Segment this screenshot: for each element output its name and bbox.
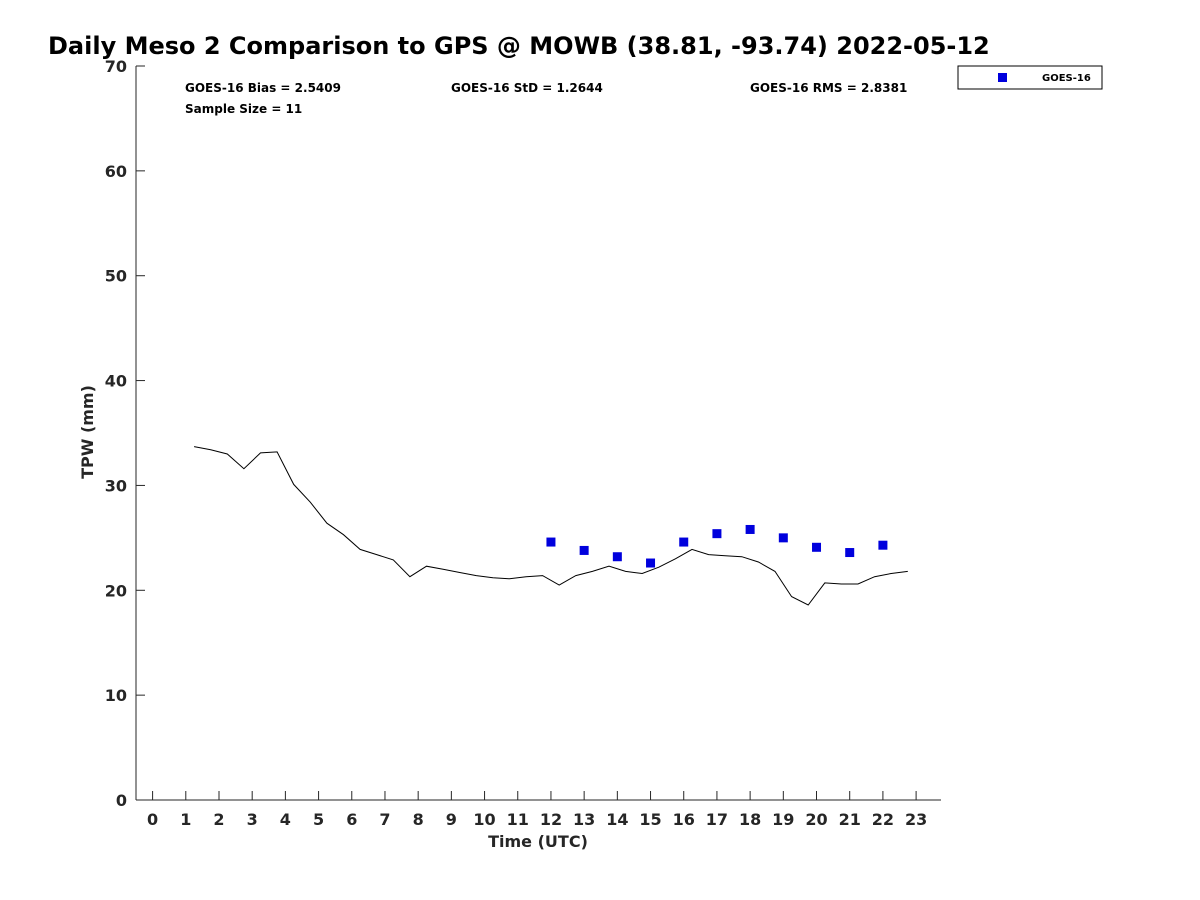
x-tick-label: 16 bbox=[673, 810, 695, 829]
y-tick-label: 10 bbox=[105, 686, 127, 705]
x-tick-label: 21 bbox=[839, 810, 861, 829]
y-axis-ticks: 0 10 20 30 40 50 60 70 bbox=[105, 57, 145, 810]
goes16-point bbox=[679, 537, 689, 547]
x-tick-label: 15 bbox=[639, 810, 661, 829]
goes16-point bbox=[745, 524, 755, 534]
goes16-point bbox=[878, 540, 888, 550]
y-tick-label: 30 bbox=[105, 476, 127, 495]
goes16-point bbox=[845, 548, 855, 558]
x-tick-label: 22 bbox=[872, 810, 894, 829]
x-tick-label: 14 bbox=[606, 810, 628, 829]
x-axis-ticks: 0 1 2 3 4 5 6 7 8 9 10 11 12 13 14 15 16 17 18 19 20 21 22 23 bbox=[147, 791, 927, 829]
x-tick-label: 11 bbox=[507, 810, 529, 829]
goes16-point bbox=[712, 529, 722, 539]
sample-size-stat: Sample Size = 11 bbox=[185, 102, 302, 116]
goes16-point bbox=[546, 537, 556, 547]
bias-stat: GOES-16 Bias = 2.5409 bbox=[185, 81, 341, 95]
goes16-point bbox=[812, 542, 822, 552]
x-tick-label: 1 bbox=[180, 810, 191, 829]
axes bbox=[135, 66, 941, 801]
chart-title: Daily Meso 2 Comparison to GPS @ MOWB (3… bbox=[48, 32, 990, 60]
x-tick-label: 4 bbox=[280, 810, 291, 829]
y-tick-label: 60 bbox=[105, 162, 127, 181]
goes16-point bbox=[612, 552, 622, 562]
y-axis-label: TPW (mm) bbox=[78, 385, 97, 479]
legend-marker-goes16 bbox=[998, 73, 1007, 82]
x-axis-label: Time (UTC) bbox=[488, 832, 588, 851]
std-stat: GOES-16 StD = 1.2644 bbox=[451, 81, 603, 95]
x-tick-label: 6 bbox=[346, 810, 357, 829]
rms-stat: GOES-16 RMS = 2.8381 bbox=[750, 81, 907, 95]
legend-label-goes16: GOES-16 bbox=[1042, 73, 1091, 84]
series-layer bbox=[194, 446, 908, 606]
y-tick-label: 0 bbox=[116, 791, 127, 810]
legend: GOES-16 bbox=[957, 65, 1103, 90]
goes16-point bbox=[579, 545, 589, 555]
x-tick-label: 18 bbox=[739, 810, 761, 829]
x-tick-label: 19 bbox=[772, 810, 794, 829]
x-tick-label: 3 bbox=[247, 810, 258, 829]
legend-box bbox=[957, 65, 1103, 90]
y-tick-label: 40 bbox=[105, 372, 127, 391]
x-tick-label: 9 bbox=[446, 810, 457, 829]
x-tick-label: 2 bbox=[213, 810, 224, 829]
y-tick-label: 50 bbox=[105, 267, 127, 286]
x-tick-label: 17 bbox=[706, 810, 728, 829]
x-tick-label: 8 bbox=[413, 810, 424, 829]
gps-tpw-line bbox=[194, 446, 908, 606]
x-tick-label: 12 bbox=[540, 810, 562, 829]
x-tick-label: 20 bbox=[805, 810, 827, 829]
x-tick-label: 7 bbox=[379, 810, 390, 829]
y-tick-label: 70 bbox=[105, 57, 127, 76]
goes16-point bbox=[646, 558, 656, 568]
x-tick-label: 10 bbox=[473, 810, 495, 829]
x-tick-label: 13 bbox=[573, 810, 595, 829]
y-tick-label: 20 bbox=[105, 581, 127, 600]
goes16-point bbox=[778, 533, 788, 543]
x-tick-label: 5 bbox=[313, 810, 324, 829]
x-tick-label: 23 bbox=[905, 810, 927, 829]
x-tick-label: 0 bbox=[147, 810, 158, 829]
